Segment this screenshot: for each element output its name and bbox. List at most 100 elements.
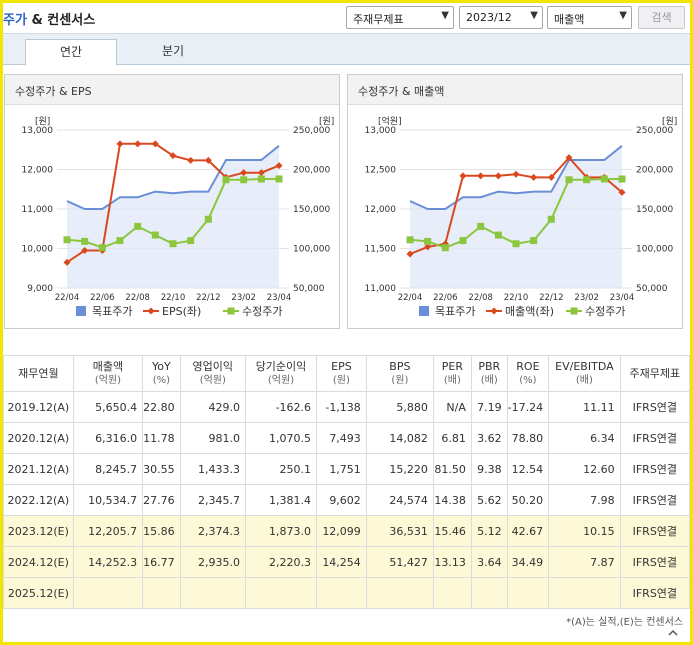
table-cell: 2,374.3 [179, 515, 246, 547]
y-tick-label-right: 250,000 [293, 126, 330, 136]
column-header-unit: (억원) [267, 374, 295, 386]
data-point [98, 244, 106, 252]
column-header: 매출액 (억원) [72, 355, 144, 392]
table-cell: 6,316.0 [72, 422, 144, 454]
column-header: 당기순이익 (억원) [244, 355, 318, 392]
table-cell: 12.54 [506, 453, 550, 485]
row-label: 2021.12(A) [3, 453, 74, 485]
x-tick-label: 22/12 [196, 293, 221, 303]
table-cell: 11.78 [142, 422, 181, 454]
data-point [406, 250, 414, 258]
table-cell: IFRS연결 [619, 422, 691, 454]
table-cell: 3.62 [470, 422, 508, 454]
table-cell: 1,381.4 [244, 484, 318, 516]
table-cell: 1,070.5 [244, 422, 318, 454]
table-row: 2024.12(E) 14,252.3 16.77 2,935.0 2,220.3 14,… [3, 546, 691, 578]
table-cell: 10.15 [548, 515, 621, 547]
column-header: 주재무제표 [619, 355, 691, 392]
column-header: 재무연월 [3, 355, 74, 392]
chart-price-eps: 수정주가 & EPS 13,000 12,000 11,000 10,000 9,000… [4, 74, 340, 329]
table-cell: 2,935.0 [179, 546, 246, 578]
legend-marker [227, 307, 235, 315]
table-cell: 2,220.3 [244, 546, 318, 578]
table-cell: IFRS연결 [619, 453, 691, 485]
data-point [134, 140, 142, 148]
tab-quarterly[interactable]: 분기 [161, 44, 185, 58]
data-point [459, 172, 467, 180]
metric-select[interactable]: 매출액 ▼ [547, 6, 632, 29]
table-cell: 11.11 [548, 391, 621, 423]
column-header: PER (배) [432, 355, 472, 392]
period-select[interactable]: 2023/12 ▼ [459, 6, 543, 29]
table-cell: 14.38 [432, 484, 472, 516]
x-tick-label: 22/10 [161, 293, 186, 303]
table-cell: 81.50 [432, 453, 472, 485]
report-type-select[interactable]: 주재무제표 ▼ [346, 6, 454, 29]
data-point [240, 169, 248, 177]
table-row: 2020.12(A) 6,316.0 11.78 981.0 1,070.5 7,493 1… [3, 422, 691, 454]
table-cell: 78.80 [506, 422, 550, 454]
table-cell: 14,252.3 [72, 546, 144, 578]
table-cell: 51,427 [365, 546, 434, 578]
y-tick-label-right: 50,000 [293, 284, 325, 294]
data-point [169, 152, 177, 160]
table-cell: 12.60 [548, 453, 621, 485]
column-header-label: 영업이익 [192, 359, 234, 373]
x-tick-label: 23/04 [267, 293, 292, 303]
table-cell: 9.38 [470, 453, 508, 485]
table-header-row: 재무연월 매출액 (억원) YoY (%) 영업이익 (억원) 당기순이익 (억원) EPS (원)… [3, 355, 691, 392]
table-cell: 14,082 [365, 422, 434, 454]
data-point [151, 140, 159, 148]
table-cell: 5.62 [470, 484, 508, 516]
table-cell: 22.80 [142, 391, 181, 423]
tab-annual[interactable]: 연간 [25, 39, 117, 66]
data-point [406, 236, 414, 244]
table-row: 2023.12(E) 12,205.7 15.86 2,374.3 1,873.0 12,… [3, 515, 691, 547]
table-cell [244, 577, 318, 609]
table-cell: IFRS연결 [619, 515, 691, 547]
table-cell: N/A [432, 391, 472, 423]
x-tick-label: 22/08 [125, 293, 150, 303]
table-cell: 1,873.0 [244, 515, 318, 547]
column-header-unit: (%) [519, 374, 537, 386]
search-button[interactable]: 검색 [638, 6, 685, 29]
right-axis-unit: [원] [319, 116, 334, 127]
column-header-label: PER [441, 359, 464, 373]
x-tick-label: 22/10 [504, 293, 529, 303]
table-row: 2025.12(E) IFRS연결 [3, 577, 691, 609]
column-header: 영업이익 (억원) [179, 355, 246, 392]
chart-title: 수정주가 & 매출액 [348, 75, 682, 105]
data-point [618, 175, 626, 183]
table-cell: -1,138 [316, 391, 367, 423]
data-point [494, 172, 502, 180]
data-point [530, 173, 538, 181]
series-line [409, 145, 623, 210]
column-header: PBR (배) [470, 355, 508, 392]
legend-marker [147, 307, 155, 315]
row-label: 2020.12(A) [3, 422, 74, 454]
table-cell: 30.55 [142, 453, 181, 485]
table-cell: 981.0 [179, 422, 246, 454]
y-tick-label-left: 13,000 [365, 126, 397, 136]
chart-price-sales: 수정주가 & 매출액 13,000 12,500 12,000 11,500 11,00… [347, 74, 683, 329]
column-header-label: ROE [516, 359, 540, 373]
data-point [222, 176, 230, 184]
table-cell: 9,602 [316, 484, 367, 516]
data-point [116, 140, 124, 148]
column-header-label: 매출액 [92, 359, 124, 373]
y-tick-label-left: 9,000 [27, 284, 53, 294]
y-tick-label-right: 200,000 [636, 166, 673, 176]
table-cell [365, 577, 434, 609]
data-point [547, 215, 555, 223]
table-cell [72, 577, 144, 609]
data-point [257, 169, 265, 177]
column-header-unit: (억원) [94, 374, 122, 386]
data-point [275, 175, 283, 183]
y-tick-label-right: 100,000 [293, 245, 330, 255]
scroll-up-icon[interactable] [667, 627, 679, 639]
data-point [477, 172, 485, 180]
table-cell: 250.1 [244, 453, 318, 485]
data-point [565, 176, 573, 184]
column-header-label: YoY [152, 359, 171, 373]
table-cell: 429.0 [179, 391, 246, 423]
